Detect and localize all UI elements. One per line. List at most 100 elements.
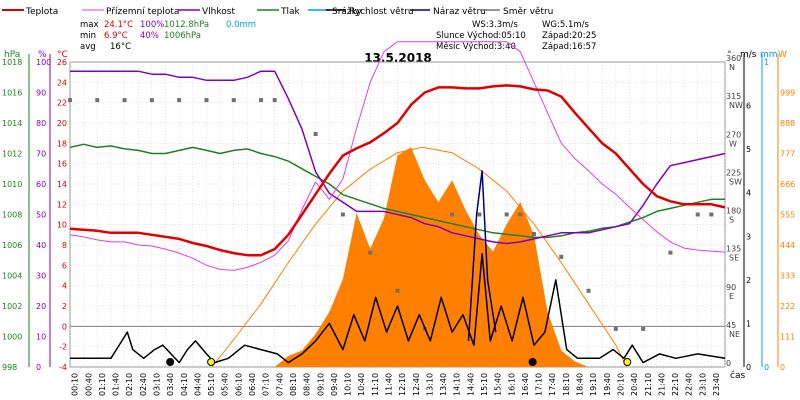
x-tick-label: 05:10 <box>207 373 216 396</box>
info-sun-set: Západ:20:25 <box>542 31 596 41</box>
ms-tick-label: 4 <box>746 189 751 198</box>
pct-tick-label: 20 <box>36 302 46 311</box>
x-tick-label: 19:10 <box>589 373 598 396</box>
wm2-tick-label: 777 <box>780 150 795 159</box>
pct-tick-label: 0 <box>36 363 41 372</box>
legend-rain: Srážky <box>332 7 363 17</box>
wind-dir-point <box>668 250 673 255</box>
dir-tick-name: SW <box>729 177 742 186</box>
hpa-tick-label: 1000 <box>2 333 22 342</box>
wm2-tick-label: 222 <box>780 302 795 311</box>
x-tick-label: 02:40 <box>139 373 148 396</box>
degc-tick-label: -2 <box>59 343 67 352</box>
degc-tick-label: 18 <box>57 139 67 148</box>
wm2-tick-label: 999 <box>780 89 795 98</box>
moonset-marker <box>528 358 537 366</box>
sunrise-marker <box>207 358 216 366</box>
wind-dir-point <box>613 326 618 331</box>
degc-tick-label: -4 <box>59 363 67 372</box>
ms-tick-label: 0 <box>746 363 751 372</box>
hpa-tick-label: 1010 <box>2 180 22 189</box>
hpa-tick-label: 1002 <box>2 302 22 311</box>
hpa-tick-label: 1008 <box>2 211 22 220</box>
x-tick-label: 22:10 <box>671 373 680 396</box>
x-tick-label: 00:10 <box>71 373 80 396</box>
hpa-tick-label: 1014 <box>2 119 22 128</box>
ground-temp-line <box>69 41 726 271</box>
x-tick-label: 22:40 <box>685 373 694 396</box>
axis-title-dir: ° <box>727 50 732 60</box>
legend: Teplota Přízemní teplota Vlhkost Tlak Sr… <box>2 7 553 17</box>
x-tick-label: 15:10 <box>480 373 489 396</box>
x-tick-label: 18:40 <box>576 373 585 396</box>
stat-avg-temp: 16°C <box>110 42 131 52</box>
x-tick-label: 06:40 <box>248 373 257 396</box>
stat-min-temp: 6.9°C <box>104 31 128 41</box>
wind-dir-point <box>95 98 100 103</box>
x-tick-label: 03:40 <box>166 373 175 396</box>
hpa-tick-label: 998 <box>2 363 17 372</box>
x-tick-label: 14:10 <box>453 373 462 396</box>
wind-dir-point <box>518 212 523 217</box>
degc-tick-label: 8 <box>62 241 67 250</box>
stats-block: max 24.1°C 100% 1012.8hPa 0.0mm min 6.9°… <box>80 20 256 52</box>
dir-tick-label: 360 <box>726 54 741 63</box>
dir-tick-label: 0 <box>726 359 731 368</box>
x-tick-label: 04:10 <box>180 373 189 396</box>
wind-dir-point <box>313 132 318 137</box>
x-tick-label: 12:40 <box>412 373 421 396</box>
degc-tick-label: 4 <box>62 282 67 291</box>
wind-dir-point <box>695 212 700 217</box>
dir-tick-name: NW <box>729 101 743 110</box>
dir-tick-name: NE <box>729 330 740 339</box>
degc-tick-label: 24 <box>57 78 67 87</box>
stat-max-temp: 24.1°C <box>104 20 133 30</box>
stat-min-label: min <box>80 31 96 41</box>
plot-area: 9981000100210041006100810101012101410161… <box>2 41 795 396</box>
ms-tick-label: 1 <box>746 319 751 328</box>
x-tick-label: 08:40 <box>303 373 312 396</box>
degc-tick-label: 22 <box>57 99 67 108</box>
wind-dir-point <box>477 212 482 217</box>
dir-tick-name: SE <box>729 254 739 263</box>
degc-tick-label: 20 <box>57 119 67 128</box>
stat-avg-label: avg <box>80 42 96 52</box>
wind-dir-point <box>122 98 127 103</box>
stat-max-press: 1012.8hPa <box>164 20 209 30</box>
info-sun-rise: Slunce Východ:05:10 <box>436 31 526 41</box>
wind-gust-line <box>467 170 497 341</box>
ms-tick-label: 5 <box>746 145 751 154</box>
dir-tick-label: 225 <box>726 168 741 177</box>
wm2-tick-label: 333 <box>780 272 795 281</box>
stat-max-label: max <box>80 20 99 30</box>
x-tick-label: 16:40 <box>521 373 530 396</box>
x-axis-label: čas <box>730 370 745 381</box>
wind-dir-point <box>68 98 72 103</box>
wind-dir-point <box>368 250 373 255</box>
wind-dir-point <box>231 98 236 103</box>
sunset-marker <box>623 358 632 366</box>
wm2-tick-label: 111 <box>780 333 795 342</box>
ms-tick-label: 3 <box>746 232 751 241</box>
wm2-tick-label: 444 <box>780 241 795 250</box>
x-tick-label: 07:10 <box>262 373 271 396</box>
info-wg: WG:5.1m/s <box>542 20 590 30</box>
pct-tick-label: 30 <box>36 272 46 281</box>
x-tick-label: 10:40 <box>357 373 366 396</box>
legend-wind-dir: Směr větru <box>503 7 553 17</box>
wind-dir-point <box>531 231 536 236</box>
wind-dir-point <box>149 98 154 103</box>
degc-tick-label: 12 <box>57 200 67 209</box>
solar-area <box>274 147 589 367</box>
x-tick-label: 00:40 <box>84 373 93 396</box>
x-tick-label: 10:10 <box>344 373 353 396</box>
degc-tick-label: 6 <box>62 261 67 270</box>
x-tick-label: 12:10 <box>398 373 407 396</box>
dir-tick-name: S <box>729 216 734 225</box>
x-tick-label: 09:10 <box>316 373 325 396</box>
pct-tick-label: 70 <box>36 150 46 159</box>
x-tick-label: 15:40 <box>494 373 503 396</box>
stat-min-press: 1006hPa <box>164 31 201 41</box>
pct-tick-label: 80 <box>36 119 46 128</box>
legend-pressure: Tlak <box>280 7 301 17</box>
